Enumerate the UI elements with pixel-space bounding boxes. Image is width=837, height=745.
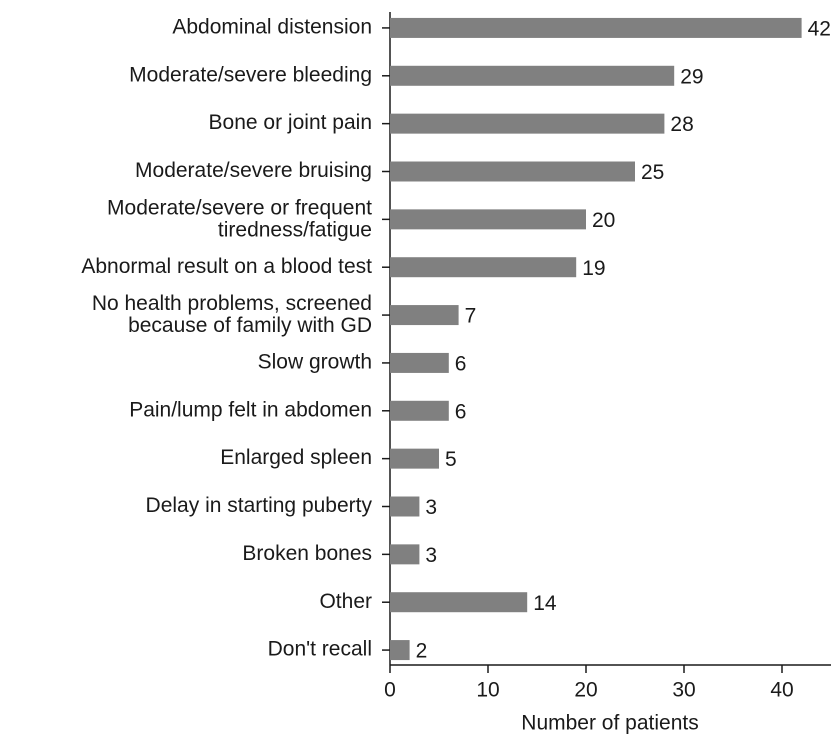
value-label: 14 <box>533 592 557 615</box>
value-label: 28 <box>670 113 693 136</box>
x-tick-label: 10 <box>476 679 499 702</box>
value-label: 2 <box>416 640 428 663</box>
bar <box>390 305 459 326</box>
y-tick-label: Abdominal distension <box>172 15 372 38</box>
bar <box>390 209 586 230</box>
bar <box>390 592 528 613</box>
y-tick-label: Other <box>319 590 372 613</box>
value-label: 19 <box>582 257 605 280</box>
x-axis-label: Number of patients <box>521 712 698 735</box>
bar <box>390 640 410 661</box>
bar <box>390 352 449 373</box>
y-tick-label: Pain/lump felt in abdomen <box>129 398 372 421</box>
x-tick-label: 0 <box>384 679 396 702</box>
x-tick-label: 30 <box>672 679 695 702</box>
value-label: 29 <box>680 65 703 88</box>
y-tick-label: Enlarged spleen <box>220 446 372 469</box>
y-tick-label: Moderate/severe bruising <box>135 159 372 182</box>
bar <box>390 257 577 278</box>
bar <box>390 17 802 38</box>
y-tick-label: No health problems, screened because of f… <box>92 292 372 337</box>
y-tick-label: Abnormal result on a blood test <box>81 255 372 278</box>
value-label: 25 <box>641 161 664 184</box>
bar <box>390 113 665 134</box>
bar <box>390 65 675 86</box>
y-tick-label: Moderate/severe bleeding <box>129 63 372 86</box>
value-label: 20 <box>592 209 615 232</box>
value-label: 5 <box>445 448 457 471</box>
y-tick-label: Slow growth <box>258 350 372 373</box>
y-tick-label: Don't recall <box>268 638 372 661</box>
y-tick-label: Broken bones <box>242 542 372 565</box>
y-tick-label: Moderate/severe or frequent tiredness/fat… <box>107 196 372 241</box>
value-label: 3 <box>425 496 437 519</box>
value-label: 6 <box>455 400 467 423</box>
bar <box>390 448 439 469</box>
value-label: 7 <box>465 305 477 328</box>
value-label: 42 <box>808 17 831 40</box>
value-label: 6 <box>455 352 467 375</box>
y-tick-label: Bone or joint pain <box>209 111 372 134</box>
value-label: 3 <box>425 544 437 567</box>
bar <box>390 544 420 565</box>
y-tick-label: Delay in starting puberty <box>146 494 373 517</box>
bar <box>390 400 449 421</box>
bar <box>390 161 635 182</box>
x-tick-label: 40 <box>770 679 793 702</box>
bar <box>390 496 420 517</box>
x-tick-label: 20 <box>574 679 597 702</box>
